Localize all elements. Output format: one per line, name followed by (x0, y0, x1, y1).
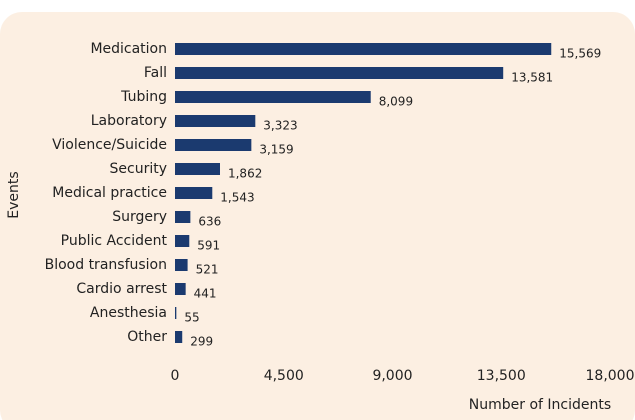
value-label: 591 (197, 239, 220, 253)
bar (175, 67, 504, 79)
x-tick-label: 13,500 (477, 368, 526, 384)
y-tick-label: Medication (90, 41, 167, 57)
bar (175, 91, 371, 103)
bar (175, 331, 183, 343)
x-axis-title: Number of Incidents (469, 397, 611, 413)
y-tick-label: Other (127, 329, 167, 345)
y-axis-title: Events (6, 171, 22, 218)
y-tick-label: Medical practice (52, 185, 167, 201)
bar (175, 187, 213, 199)
y-tick-label: Public Accident (61, 233, 168, 249)
bar (175, 43, 552, 55)
value-label: 441 (194, 287, 217, 301)
x-tick-label: 0 (171, 368, 180, 384)
value-label: 299 (190, 335, 213, 349)
y-tick-label: Cardio arrest (76, 281, 167, 297)
bar (175, 115, 256, 127)
bar (175, 259, 188, 271)
value-label: 3,323 (263, 119, 297, 133)
y-tick-label: Fall (144, 65, 167, 81)
bar (175, 235, 190, 247)
value-label: 13,581 (511, 71, 553, 85)
bar (175, 283, 186, 295)
value-label: 55 (184, 311, 199, 325)
x-tick-label: 4,500 (264, 368, 304, 384)
value-label: 521 (196, 263, 219, 277)
value-label: 636 (198, 215, 221, 229)
y-tick-label: Tubing (120, 89, 167, 105)
value-label: 1,862 (228, 167, 262, 181)
y-tick-label: Surgery (112, 209, 167, 225)
bar (175, 211, 191, 223)
panel (0, 12, 635, 420)
y-tick-label: Security (110, 161, 168, 177)
y-tick-label: Anesthesia (90, 305, 167, 321)
value-label: 15,569 (559, 47, 601, 61)
x-tick-label: 9,000 (372, 368, 412, 384)
y-tick-label: Blood transfusion (45, 257, 167, 273)
bar (175, 163, 220, 175)
x-tick-label: 18,000 (586, 368, 635, 384)
value-label: 1,543 (220, 191, 254, 205)
bar (175, 307, 177, 319)
bar (175, 139, 252, 151)
value-label: 3,159 (259, 143, 293, 157)
y-tick-label: Laboratory (91, 113, 167, 129)
y-tick-label: Violence/Suicide (52, 137, 167, 153)
value-label: 8,099 (379, 95, 413, 109)
